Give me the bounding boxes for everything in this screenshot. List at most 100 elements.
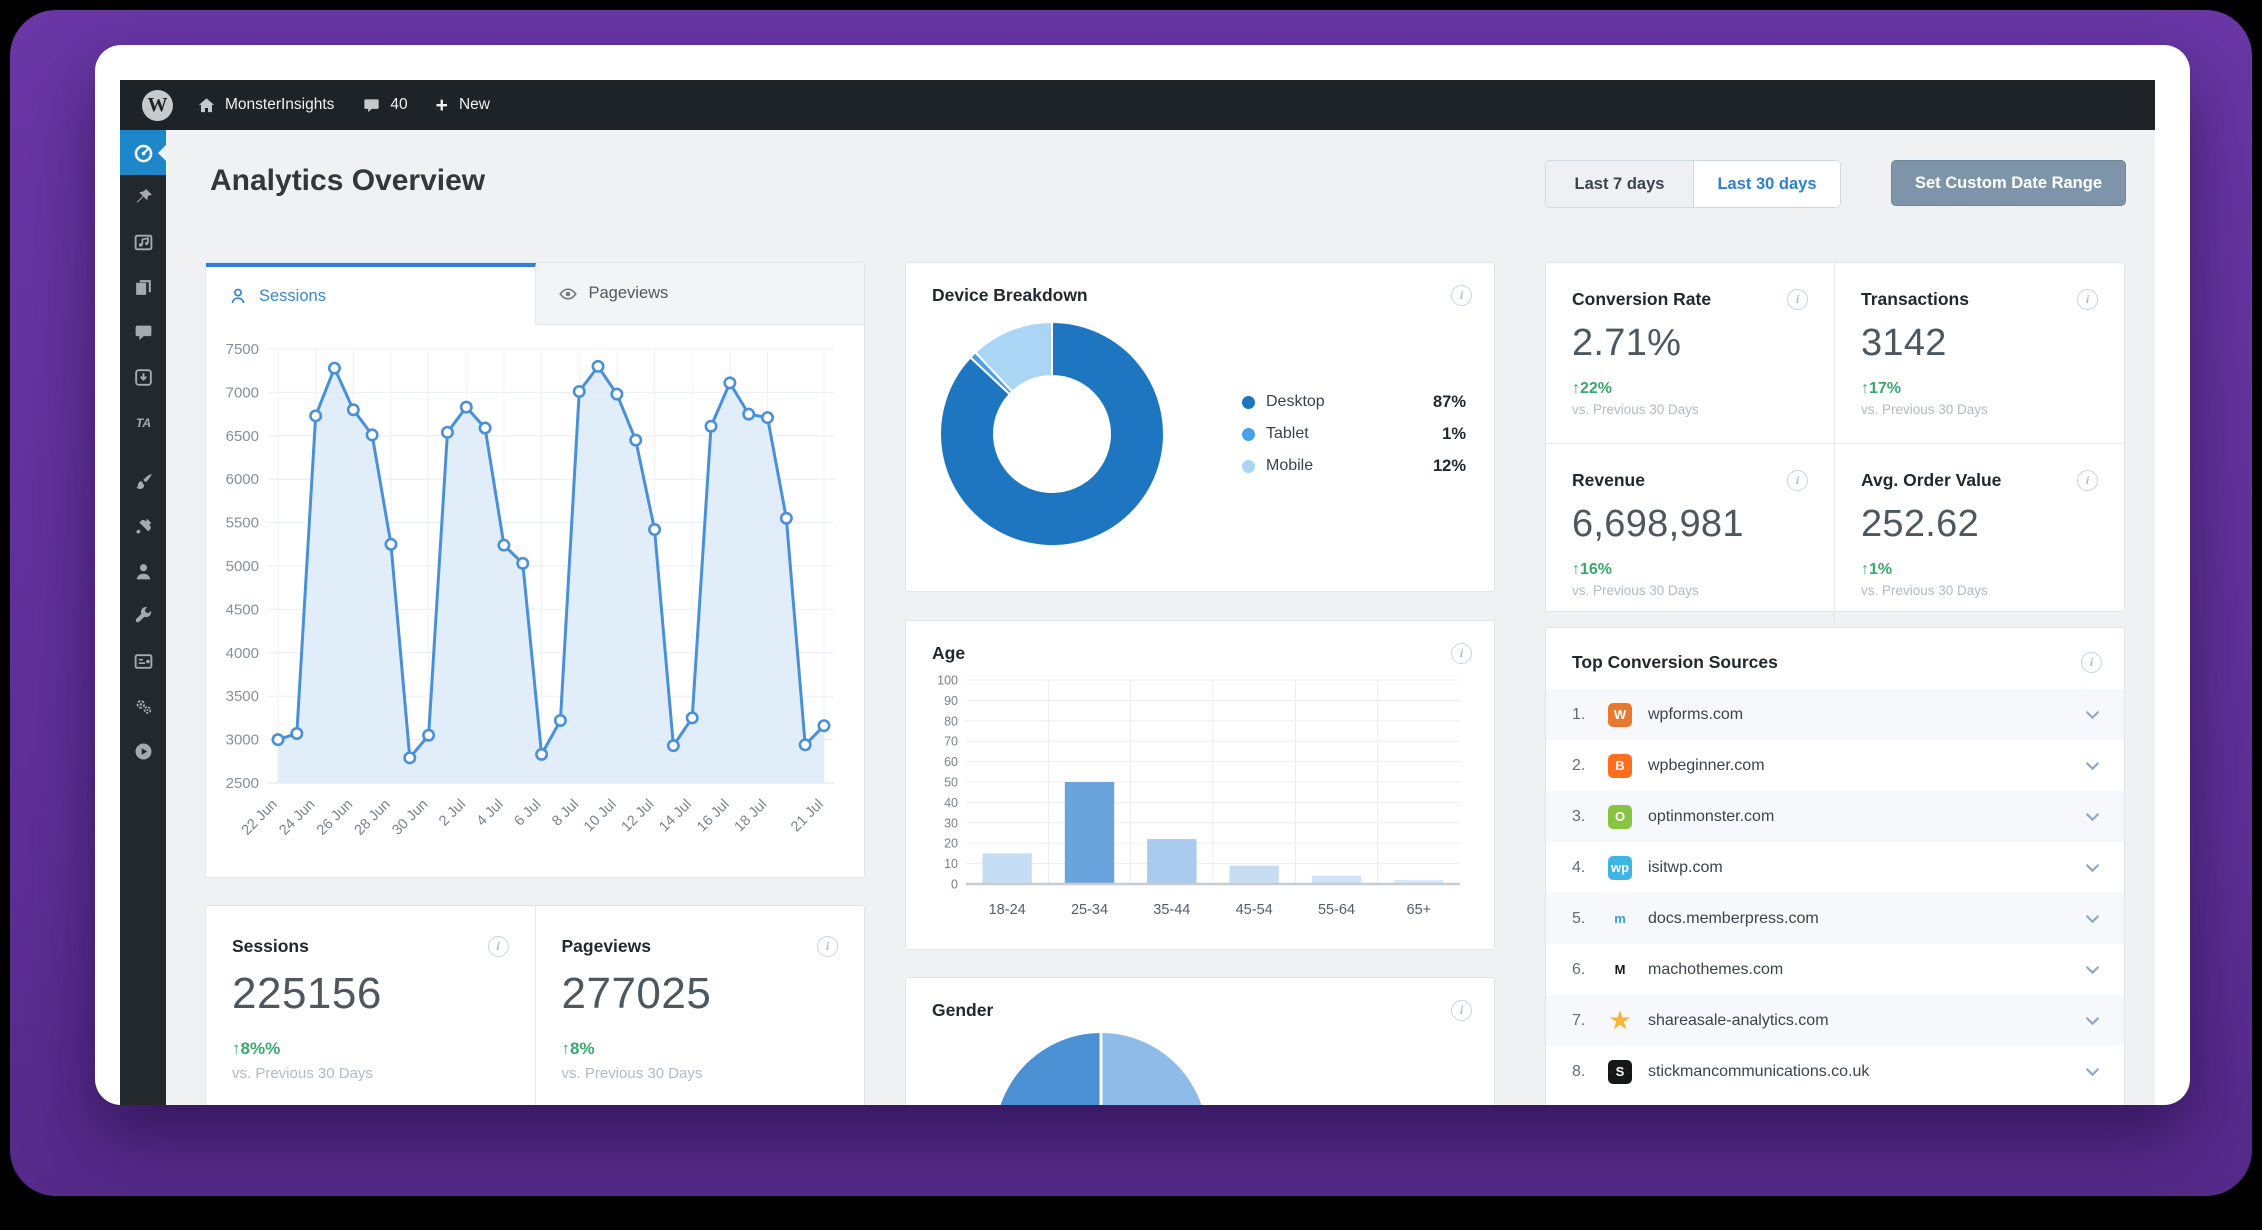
info-icon[interactable]	[817, 936, 838, 957]
svg-text:6000: 6000	[226, 471, 259, 488]
info-icon[interactable]	[1451, 285, 1472, 306]
svg-text:21 Jul: 21 Jul	[788, 797, 827, 836]
sidebar-item-play-icon[interactable]	[120, 729, 166, 774]
panel-title: Top Conversion Sources	[1572, 652, 1778, 672]
plus-icon	[436, 95, 448, 116]
source-row-docs.memberpress.com[interactable]: 5. m docs.memberpress.com	[1546, 893, 2124, 944]
sidebar-item-gears-icon[interactable]	[120, 684, 166, 729]
kpi-value: 2.71%	[1572, 322, 1682, 364]
source-domain: wpbeginner.com	[1648, 756, 1765, 774]
svg-text:2500: 2500	[226, 775, 259, 792]
chevron-down-icon[interactable]	[2085, 1067, 2100, 1077]
sidebar-item-ta-icon[interactable]: TA	[120, 400, 166, 445]
svg-text:6 Jul: 6 Jul	[511, 797, 544, 830]
new-label: New	[458, 96, 490, 113]
sidebar-item-wrench-icon[interactable]	[120, 594, 166, 639]
svg-text:40: 40	[944, 796, 958, 810]
svg-text:50: 50	[944, 776, 958, 790]
svg-text:28 Jun: 28 Jun	[352, 797, 394, 839]
svg-text:3500: 3500	[226, 688, 259, 705]
sidebar-item-user-icon[interactable]	[120, 549, 166, 594]
svg-text:20: 20	[944, 837, 958, 851]
svg-text:45-54: 45-54	[1236, 902, 1273, 918]
last-7-days-button[interactable]: Last 7 days	[1546, 161, 1693, 207]
info-icon[interactable]	[1451, 643, 1472, 664]
set-custom-date-range-button[interactable]: Set Custom Date Range	[1891, 160, 2126, 206]
svg-text:30: 30	[944, 816, 958, 830]
svg-text:4500: 4500	[226, 601, 259, 618]
sidebar-item-media-icon[interactable]	[120, 220, 166, 265]
conversion-rate-card: Conversion Rate 2.71% ↑22% vs. Previous …	[1546, 263, 1835, 444]
sidebar-item-brush-icon[interactable]	[120, 459, 166, 504]
wpbeginner-favicon: B	[1608, 753, 1632, 778]
chevron-down-icon[interactable]	[2085, 965, 2100, 975]
source-row-isitwp.com[interactable]: 4. wp isitwp.com	[1546, 842, 2124, 893]
svg-text:7000: 7000	[226, 384, 259, 401]
svg-text:35-44: 35-44	[1153, 902, 1190, 918]
svg-text:26 Jun: 26 Jun	[314, 797, 356, 839]
kpi-change: ↑16%	[1572, 561, 1613, 578]
kpi-compare: vs. Previous 30 Days	[1572, 583, 1699, 598]
info-icon[interactable]	[487, 936, 509, 957]
tab-sessions[interactable]: Sessions	[206, 263, 536, 325]
sidebar-item-pin-icon[interactable]	[120, 175, 166, 220]
sidebar-item-panel-icon[interactable]	[120, 639, 166, 684]
admin-bar-new-button[interactable]: New	[422, 80, 504, 130]
stat-compare: vs. Previous 30 Days	[232, 1065, 373, 1082]
svg-text:18 Jul: 18 Jul	[732, 797, 771, 836]
legend-item-mobile: Mobile 12%	[1242, 457, 1466, 476]
sidebar-item-pages-icon[interactable]	[120, 265, 166, 310]
wordpress-logo-icon[interactable]	[142, 89, 173, 121]
svg-text:6500: 6500	[226, 428, 259, 445]
source-domain: shareasale-analytics.com	[1648, 1011, 1829, 1029]
stat-value: 277025	[561, 969, 712, 1018]
chevron-down-icon[interactable]	[2085, 863, 2100, 873]
kpi-compare: vs. Previous 30 Days	[1861, 583, 1988, 598]
sidebar-item-gauge-icon[interactable]	[120, 130, 166, 175]
chevron-down-icon[interactable]	[2085, 1016, 2100, 1026]
source-row-shareasale-analytics.com[interactable]: 7. ★ shareasale-analytics.com	[1546, 995, 2124, 1046]
svg-text:0: 0	[951, 878, 958, 892]
avg-order-value-card: Avg. Order Value 252.62 ↑1% vs. Previous…	[1835, 444, 2124, 624]
admin-bar-site-link[interactable]: MonsterInsights	[183, 80, 348, 130]
info-icon[interactable]	[1451, 1000, 1472, 1021]
sidebar-item-download-icon[interactable]	[120, 355, 166, 400]
date-controls: Last 7 days Last 30 days Set Custom Date…	[1545, 160, 2126, 208]
last-30-days-button[interactable]: Last 30 days	[1693, 161, 1840, 207]
source-domain: optinmonster.com	[1648, 807, 1775, 825]
info-icon[interactable]	[1787, 470, 1808, 491]
stats-panel: Sessions 225156 ↑8%% vs. Previous 30 Day…	[205, 905, 865, 1105]
svg-text:2 Jul: 2 Jul	[436, 797, 469, 830]
svg-text:12 Jul: 12 Jul	[619, 797, 658, 836]
chevron-down-icon[interactable]	[2085, 761, 2100, 771]
sessions-line-chart: 2500 3000 3500 4000 4500 5000 5500 6000 6500 7000…	[226, 341, 834, 839]
tab-pageviews[interactable]: Pageviews	[535, 263, 864, 325]
legend-item-desktop: Desktop 87%	[1242, 393, 1466, 412]
sidebar-item-plug-icon[interactable]	[120, 504, 166, 549]
kpi-title: Revenue	[1572, 470, 1645, 490]
legend-label: Desktop	[1266, 393, 1325, 410]
kpi-title: Conversion Rate	[1572, 289, 1712, 309]
legend-dot	[1242, 459, 1255, 473]
source-rank: 6.	[1572, 960, 1586, 978]
admin-bar-comments[interactable]: 40	[348, 80, 421, 130]
info-icon[interactable]	[2081, 652, 2102, 673]
svg-text:TA: TA	[135, 416, 150, 430]
chevron-down-icon[interactable]	[2085, 914, 2100, 924]
chevron-down-icon[interactable]	[2085, 710, 2100, 720]
kpi-value: 3142	[1861, 322, 1947, 364]
page-title: Analytics Overview	[210, 164, 486, 197]
sidebar-item-comments-icon[interactable]	[120, 310, 166, 355]
stat-change: ↑8%	[561, 1039, 595, 1058]
svg-text:4 Jul: 4 Jul	[474, 797, 507, 830]
chevron-down-icon[interactable]	[2085, 812, 2100, 822]
info-icon[interactable]	[2077, 470, 2098, 491]
info-icon[interactable]	[2077, 289, 2098, 310]
info-icon[interactable]	[1787, 289, 1808, 310]
column-middle: Device Breakdown Desktop 87% Tablet 1% Mobil…	[905, 262, 1495, 1105]
